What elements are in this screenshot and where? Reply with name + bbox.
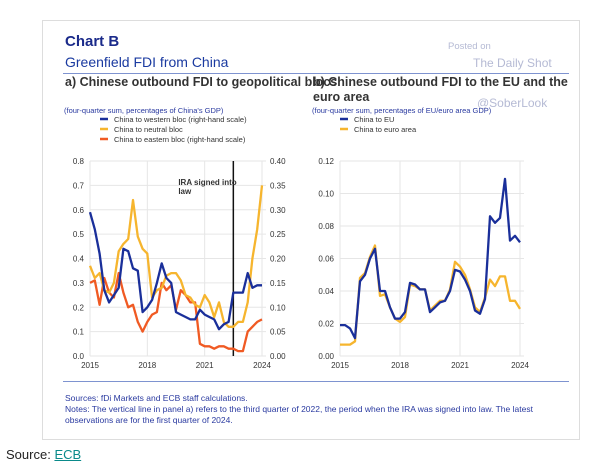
y-right-tick-label: 0.25 [270,230,286,239]
y-tick-label: 0.6 [73,206,85,215]
y-tick-label: 0.08 [318,222,334,231]
y-tick-label: 0.10 [318,190,334,199]
y-tick-label: 0.12 [318,157,334,166]
panel-a-title: a) Chinese outbound FDI to geopolitical … [65,75,338,89]
y-tick-label: 0.1 [73,328,85,337]
legend-label: China to western bloc (right-hand scale) [114,115,247,124]
y-right-tick-label: 0.30 [270,206,286,215]
y-tick-label: 0.7 [73,181,85,190]
panel-b-title: b) Chinese outbound FDI to the EU and th… [313,75,568,104]
series-line-neutral [88,185,264,328]
y-right-tick-label: 0.05 [270,328,286,337]
series-line-eu [340,177,521,340]
y-tick-label: 0.2 [73,303,85,312]
chart-title: Greenfield FDI from China [65,54,229,70]
legend-label: China to eastern bloc (right-hand scale) [114,135,246,144]
watermark-posted-on: Posted on [448,41,491,52]
legend-label: China to neutral bloc [114,125,183,134]
sources-note: Sources: fDi Markets and ECB staff calcu… [65,393,248,403]
x-tick-label: 2015 [331,361,349,370]
y-tick-label: 0.8 [73,157,85,166]
y-right-tick-label: 0.15 [270,279,286,288]
series-line-euro_area [340,244,521,346]
series-line-western [88,211,262,331]
y-tick-label: 0.0 [73,352,85,361]
x-tick-label: 2018 [391,361,409,370]
chart-label: Chart B [65,33,120,50]
x-tick-label: 2018 [138,361,156,370]
y-tick-label: 0.06 [318,255,334,264]
y-right-tick-label: 0.00 [270,352,286,361]
x-tick-label: 2015 [81,361,99,370]
x-tick-label: 2021 [451,361,469,370]
y-right-tick-label: 0.40 [270,157,286,166]
y-tick-label: 0.4 [73,255,85,264]
y-right-tick-label: 0.10 [270,303,286,312]
source-line: Source: ECB [6,447,81,462]
x-tick-label: 2024 [511,361,529,370]
y-right-tick-label: 0.20 [270,255,286,264]
legend-label: China to euro area [354,125,417,134]
notes-line-1: Notes: The vertical line in panel a) ref… [65,404,533,414]
y-tick-label: 0.5 [73,230,85,239]
y-right-tick-label: 0.35 [270,181,286,190]
y-tick-label: 0.00 [318,352,334,361]
title-rule [63,73,569,74]
annotation-label: law [178,187,192,196]
notes-line-2: observations are for the first quarter o… [65,415,233,425]
legend-label: China to EU [354,115,394,124]
source-link[interactable]: ECB [54,447,82,462]
source-label: Source: [6,447,51,462]
notes-rule [63,381,569,382]
x-tick-label: 2021 [196,361,214,370]
y-tick-label: 0.04 [318,287,334,296]
watermark-site: The Daily Shot [473,56,552,70]
annotation-label: IRA signed into [178,178,236,187]
chart-card: Chart B Greenfield FDI from China Posted… [42,20,580,440]
y-axis-unit-label: (four-quarter sum, percentages of EU/eur… [312,106,492,115]
y-tick-label: 0.02 [318,320,334,329]
y-tick-label: 0.3 [73,279,85,288]
watermark-handle: @SoberLook [477,96,548,110]
y-axis-unit-label: (four-quarter sum, percentages of China'… [64,106,224,115]
x-tick-label: 2024 [253,361,271,370]
